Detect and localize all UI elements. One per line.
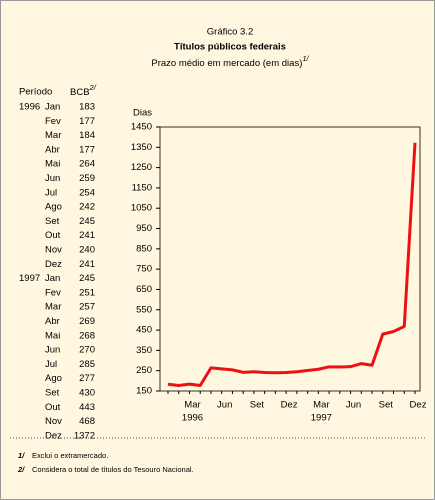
table-month: Jan: [45, 102, 60, 113]
y-axis-label: Dias: [133, 108, 152, 119]
x-tick-label: Dez: [410, 400, 427, 411]
x-tick-label: Set: [250, 400, 265, 411]
table-month: Nov: [45, 245, 62, 256]
table-value: 468: [79, 416, 95, 427]
x-year-label: 1997: [311, 413, 332, 424]
table-month: Set: [45, 216, 60, 227]
table-month: Nov: [45, 416, 62, 427]
y-tick-label: 750: [136, 264, 152, 275]
table-month: Jul: [45, 187, 57, 198]
table-value: 245: [79, 273, 95, 284]
y-tick-label: 650: [136, 284, 152, 295]
table-month: Mar: [45, 130, 61, 141]
y-tick-label: 250: [136, 365, 152, 376]
table-value: 270: [79, 345, 95, 356]
value-header-text: BCB: [70, 87, 90, 98]
table-value: 430: [79, 388, 95, 399]
table-month: Fev: [45, 116, 61, 127]
y-tick-label: 350: [136, 345, 152, 356]
table-month: Jan: [45, 273, 60, 284]
subtitle: Prazo médio em mercado (em dias)1/: [151, 54, 309, 69]
table-year: 1997: [19, 273, 40, 284]
table-month: Mai: [45, 330, 60, 341]
x-tick-label: Jun: [346, 400, 361, 411]
value-header-note: 2/: [89, 83, 97, 92]
table-value: 241: [79, 259, 95, 270]
table-month: Abr: [45, 316, 60, 327]
figure-label: Gráfico 3.2: [207, 27, 253, 38]
period-header: Período: [19, 87, 52, 98]
table-value: 268: [79, 330, 95, 341]
table-value: 184: [79, 130, 95, 141]
table-month: Out: [45, 230, 61, 241]
value-header: BCB2/: [70, 83, 97, 98]
y-tick-label: 150: [136, 386, 152, 397]
y-tick-label: 950: [136, 223, 152, 234]
footnote-mark: 1/: [18, 451, 25, 460]
table-month: Mai: [45, 159, 60, 170]
table-month: Jun: [45, 345, 60, 356]
table-value: 269: [79, 316, 95, 327]
table-value: 254: [79, 187, 95, 198]
y-tick-label: 1350: [131, 142, 152, 153]
y-tick-label: 550: [136, 304, 152, 315]
table-month: Ago: [45, 373, 62, 384]
table-value: 257: [79, 302, 95, 313]
y-tick-label: 850: [136, 243, 152, 254]
title: Títulos públicos federais: [174, 42, 286, 53]
y-tick-label: 450: [136, 325, 152, 336]
table-month: Fev: [45, 287, 61, 298]
x-tick-label: Mar: [184, 400, 200, 411]
table-value: 443: [79, 402, 95, 413]
table-value: 177: [79, 116, 95, 127]
y-tick-label: 1150: [132, 182, 152, 193]
table-value: 251: [79, 287, 95, 298]
table-month: Ago: [45, 202, 62, 213]
data-line: [167, 142, 417, 388]
table-month: Dez: [45, 430, 62, 441]
y-tick-label: 1050: [131, 203, 152, 214]
footnote-text: Considera o total de títulos do Tesouro …: [32, 465, 194, 474]
table-value: 264: [79, 159, 95, 170]
table-value: 242: [79, 202, 95, 213]
table-month: Dez: [45, 259, 62, 270]
footnote-mark: 2/: [17, 465, 25, 474]
table-month: Set: [45, 388, 60, 399]
subtitle-note: 1/: [302, 54, 309, 63]
table-value: 241: [79, 230, 95, 241]
table-value: 240: [79, 245, 95, 256]
table-value: 1372: [74, 430, 95, 441]
table-year: 1996: [19, 102, 40, 113]
table-value: 277: [79, 373, 95, 384]
x-tick-label: Mar: [313, 400, 329, 411]
table-month: Jul: [45, 359, 57, 370]
table-month: Jun: [45, 173, 60, 184]
x-tick-label: Jun: [217, 400, 232, 411]
table-month: Out: [45, 402, 61, 413]
table-value: 285: [79, 359, 95, 370]
y-tick-label: 1250: [131, 162, 152, 173]
table-value: 245: [79, 216, 95, 227]
table-month: Mar: [45, 302, 61, 313]
subtitle-text: Prazo médio em mercado (em dias): [151, 58, 302, 69]
x-year-label: 1996: [182, 413, 203, 424]
table-value: 259: [79, 173, 95, 184]
footnote-text: Exclui o extramercado.: [32, 451, 108, 460]
x-tick-label: Set: [379, 400, 394, 411]
plot-frame: [159, 126, 421, 392]
table-month: Abr: [45, 144, 60, 155]
x-tick-label: Dez: [281, 400, 298, 411]
y-tick-label: 1450: [131, 122, 152, 133]
table-value: 183: [79, 102, 95, 113]
table-value: 177: [79, 144, 95, 155]
